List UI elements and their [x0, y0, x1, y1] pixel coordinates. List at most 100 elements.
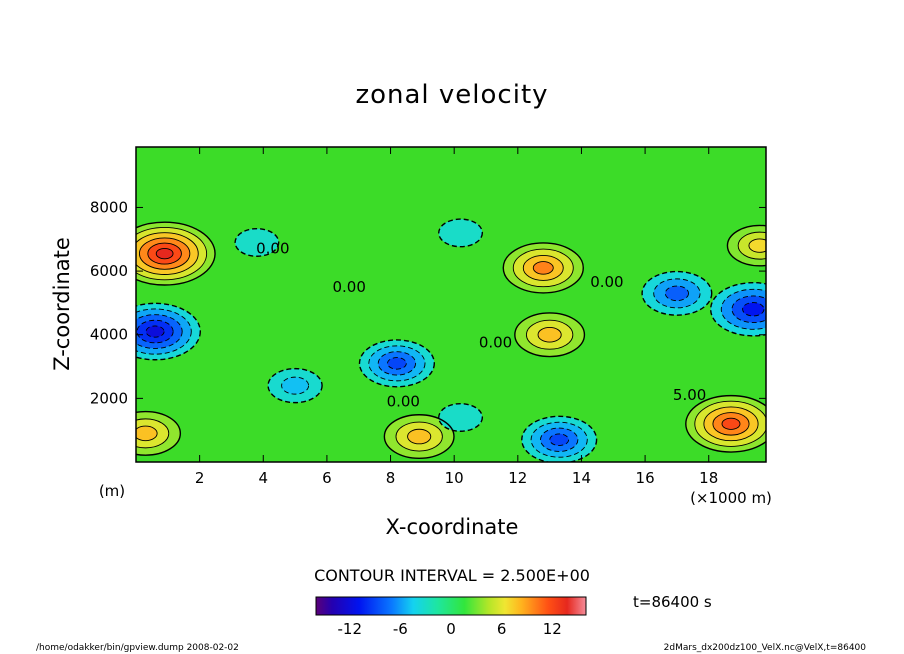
maximum-region	[136, 426, 158, 441]
contour-ring	[136, 226, 208, 281]
contour-ring	[438, 218, 484, 248]
x-tick-label: 10	[445, 469, 464, 487]
contour-labels: 0.00 0.00 0.00 0.00 0.00 5.00	[256, 240, 706, 411]
x-tick-label: 6	[322, 469, 332, 487]
x-tick-label: 14	[572, 469, 591, 487]
x-tick-label: 12	[508, 469, 527, 487]
x-tick-label: 16	[636, 469, 655, 487]
contour-ring	[721, 417, 741, 430]
x-tick-label: 8	[386, 469, 396, 487]
contour-label: 0.00	[387, 392, 420, 410]
contour-interval-label: CONTOUR INTERVAL = 2.500E+00	[314, 566, 590, 585]
contour-ring	[737, 231, 766, 260]
contour-ring	[377, 351, 417, 376]
plot-frame	[135, 146, 767, 463]
contour-ring	[438, 402, 484, 432]
contour-ring	[368, 345, 426, 382]
contour-ring	[136, 232, 199, 275]
contour-ring	[514, 312, 586, 358]
contour-ring	[522, 254, 564, 281]
maximum-region	[538, 327, 562, 343]
y-tick-label: 2000	[90, 389, 128, 407]
colorbar-ticks: -12 -6 0 6 12	[338, 620, 562, 638]
minimum-region	[438, 219, 483, 247]
minimum-region	[146, 325, 165, 338]
x-tick-label: 2	[195, 469, 205, 487]
x-unit-left: (m)	[99, 482, 125, 500]
contour-ring	[748, 238, 766, 253]
minimum-region	[549, 433, 569, 446]
contour-ring	[703, 406, 759, 442]
maximum-region	[156, 248, 174, 259]
contour-ring	[387, 357, 407, 370]
contour-ring	[532, 261, 554, 275]
minimum-region	[438, 403, 483, 432]
contour-ring	[694, 400, 766, 447]
maximum-region	[533, 261, 554, 275]
y-tick-label: 4000	[90, 326, 128, 344]
contour-ring	[731, 295, 766, 324]
y-tick-label: 8000	[90, 198, 128, 216]
time-label: t=86400 s	[633, 593, 712, 611]
contour-ring	[281, 376, 310, 395]
contour-ring	[540, 427, 579, 452]
contour-ring	[742, 302, 765, 317]
contour-ring	[709, 281, 766, 337]
colorbar-tick-label: -12	[338, 620, 363, 638]
maximum-region	[748, 238, 766, 253]
contour-ring	[358, 339, 436, 388]
colorbar-tick-label: 12	[543, 620, 562, 638]
maximum-region	[407, 429, 431, 444]
contour-ring	[136, 308, 192, 355]
contour-ring	[502, 242, 584, 294]
contour-ring	[641, 270, 713, 316]
y-axis-label: Z-coordinate	[50, 237, 74, 371]
contour-ring	[726, 224, 766, 267]
contour-ring	[537, 326, 562, 343]
contour-ring	[521, 415, 598, 462]
y-tick-label: 6000	[90, 262, 128, 280]
contour-ring	[155, 247, 174, 260]
maximum-region	[722, 418, 740, 430]
minimum-region	[387, 357, 407, 370]
contour-ring	[138, 237, 191, 270]
contour-ring	[145, 325, 165, 338]
contour-ring	[136, 418, 170, 449]
contour-ring	[136, 410, 182, 456]
contour-ring	[395, 421, 443, 452]
x-axis-label: X-coordinate	[386, 515, 519, 539]
contour-ring	[136, 221, 216, 286]
colorbar-tick-label: 0	[446, 620, 456, 638]
contour-ring	[712, 412, 750, 436]
colorbar	[315, 596, 587, 616]
contour-ring	[549, 433, 570, 446]
contour-ring	[685, 394, 766, 453]
contour-ring	[136, 314, 183, 349]
contour-ring	[383, 414, 455, 460]
contour-lines	[136, 218, 766, 462]
heatmap-field	[136, 147, 766, 462]
y-axis-ticks: 2000 4000 6000 8000	[90, 198, 766, 407]
contour-ring	[407, 428, 432, 445]
footer-right: 2dMars_dx200dz100_VelX.nc@VelX,t=86400	[664, 643, 867, 653]
contour-ring	[136, 425, 158, 442]
chart-title: zonal velocity	[355, 80, 548, 110]
contour-label: 0.00	[590, 273, 623, 291]
contour-label: 0.00	[332, 278, 365, 296]
contour-ring	[720, 288, 766, 330]
x-unit-right: (×1000 m)	[690, 489, 772, 507]
contour-label: 0.00	[256, 240, 289, 258]
contour-ring	[234, 227, 280, 257]
minimum-region	[281, 377, 309, 395]
contour-label: 0.00	[479, 333, 512, 351]
minimum-region	[665, 286, 689, 301]
contour-ring	[512, 248, 574, 288]
minimum-region	[742, 302, 764, 316]
contour-ring	[530, 421, 588, 458]
contour-ring	[147, 242, 182, 265]
minimum-region	[235, 228, 279, 257]
contour-ring	[653, 278, 701, 309]
colorbar-tick-label: -6	[393, 620, 408, 638]
contour-ring	[136, 302, 201, 361]
